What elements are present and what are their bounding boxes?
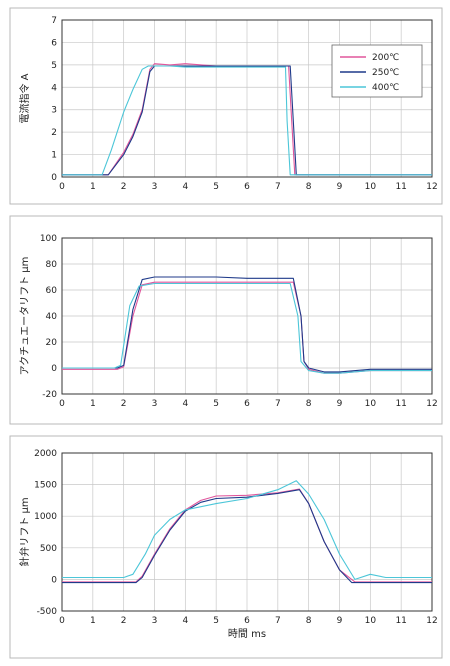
plot-border bbox=[61, 19, 433, 178]
x-tick-label: 12 bbox=[426, 399, 437, 409]
x-tick-label: 9 bbox=[337, 182, 343, 192]
x-tick-label: 5 bbox=[213, 616, 219, 626]
y-tick-label: 0 bbox=[51, 173, 57, 183]
series-line bbox=[62, 65, 432, 176]
x-tick-label: 6 bbox=[244, 399, 250, 409]
y-tick-label: 80 bbox=[46, 260, 58, 270]
chart-actuator-lift: 0 1 2 3 4 5 6 7 8 9 10 11 12-20020406080100アクチュエータリフ… bbox=[9, 215, 443, 425]
chart-needle-lift: 0 1 2 3 4 5 6 7 8 9 10 11 12-5000500100015002000針弁リフ… bbox=[9, 435, 443, 659]
x-tick-label: 10 bbox=[365, 182, 377, 192]
y-tick-label: 5 bbox=[51, 61, 57, 71]
x-tick-label: 12 bbox=[426, 616, 437, 626]
y-tick-label: 0 bbox=[51, 575, 57, 585]
x-tick-label: 7 bbox=[275, 616, 281, 626]
x-tick-label: 4 bbox=[182, 399, 188, 409]
legend-label: 250℃ bbox=[372, 68, 399, 78]
series-line bbox=[62, 276, 432, 373]
y-tick-label: 100 bbox=[40, 234, 57, 244]
x-tick-label: 2 bbox=[121, 616, 127, 626]
x-tick-label: 0 bbox=[59, 399, 65, 409]
y-tick-label: 500 bbox=[40, 544, 57, 554]
x-tick-label: 6 bbox=[244, 182, 250, 192]
x-axis-label: 時間 ms bbox=[228, 628, 266, 640]
series-line bbox=[62, 65, 432, 176]
y-tick-label: 1000 bbox=[34, 512, 57, 522]
y-tick-label: 20 bbox=[46, 338, 58, 348]
plot-border bbox=[61, 237, 433, 395]
x-tick-label: 11 bbox=[395, 616, 406, 626]
y-tick-label: -500 bbox=[37, 607, 58, 617]
x-tick-label: 1 bbox=[90, 616, 96, 626]
x-tick-label: 11 bbox=[395, 399, 406, 409]
y-tick-label: 0 bbox=[51, 364, 57, 374]
y-axis-label: アクチュエータリフト μm bbox=[19, 257, 31, 376]
x-tick-label: 10 bbox=[365, 616, 377, 626]
series-line bbox=[62, 489, 432, 584]
y-tick-label: 2000 bbox=[34, 449, 57, 459]
legend-label: 400℃ bbox=[372, 83, 399, 93]
x-tick-label: 4 bbox=[182, 182, 188, 192]
series-line bbox=[62, 488, 432, 583]
y-tick-label: -20 bbox=[42, 390, 57, 400]
x-tick-label: 3 bbox=[152, 399, 158, 409]
y-tick-label: 40 bbox=[46, 312, 58, 322]
y-tick-label: 6 bbox=[51, 38, 57, 48]
series-line bbox=[62, 282, 432, 374]
x-tick-label: 9 bbox=[337, 399, 343, 409]
y-tick-label: 3 bbox=[51, 106, 57, 116]
x-tick-label: 7 bbox=[275, 182, 281, 192]
x-tick-label: 9 bbox=[337, 616, 343, 626]
x-tick-label: 12 bbox=[426, 182, 437, 192]
y-tick-label: 60 bbox=[46, 286, 58, 296]
y-axis-label: 針弁リフト μm bbox=[18, 497, 31, 566]
x-tick-label: 7 bbox=[275, 399, 281, 409]
x-tick-label: 4 bbox=[182, 616, 188, 626]
legend bbox=[331, 44, 423, 98]
series-line bbox=[62, 480, 432, 580]
x-tick-label: 3 bbox=[152, 616, 158, 626]
x-tick-label: 2 bbox=[121, 182, 127, 192]
x-tick-label: 8 bbox=[306, 616, 312, 626]
y-tick-label: 2 bbox=[51, 128, 57, 138]
x-tick-label: 0 bbox=[59, 616, 65, 626]
x-tick-label: 5 bbox=[213, 182, 219, 192]
x-tick-label: 5 bbox=[213, 399, 219, 409]
x-tick-label: 10 bbox=[365, 399, 377, 409]
x-tick-label: 0 bbox=[59, 182, 65, 192]
x-tick-label: 2 bbox=[121, 399, 127, 409]
series-line bbox=[62, 63, 432, 176]
y-tick-label: 1500 bbox=[34, 481, 57, 491]
x-tick-label: 1 bbox=[90, 399, 96, 409]
x-tick-label: 1 bbox=[90, 182, 96, 192]
x-tick-label: 8 bbox=[306, 182, 312, 192]
plot-border bbox=[61, 452, 433, 612]
x-tick-label: 3 bbox=[152, 182, 158, 192]
x-tick-label: 8 bbox=[306, 399, 312, 409]
x-tick-label: 11 bbox=[395, 182, 406, 192]
y-tick-label: 4 bbox=[51, 83, 57, 93]
y-axis-label: 電流指令 A bbox=[18, 73, 31, 123]
y-tick-label: 1 bbox=[51, 151, 57, 161]
y-tick-label: 7 bbox=[51, 16, 57, 26]
x-tick-label: 6 bbox=[244, 616, 250, 626]
legend-label: 200℃ bbox=[372, 53, 399, 63]
